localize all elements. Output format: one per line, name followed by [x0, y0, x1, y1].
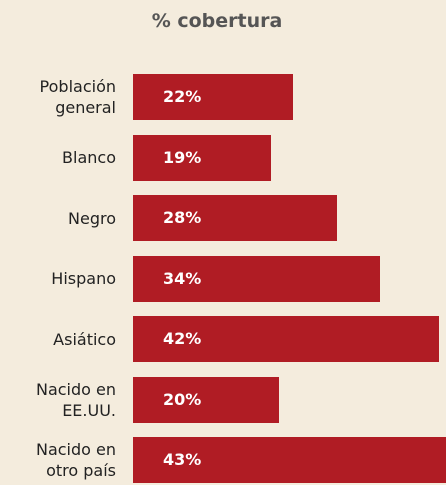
value-label: 34%	[163, 268, 202, 288]
value-label: 42%	[163, 329, 202, 348]
chart-title: % cobertura	[151, 10, 283, 32]
value-label: 28%	[163, 208, 202, 227]
value-label: 22%	[163, 87, 202, 106]
category-label: Blanco	[62, 148, 116, 167]
value-label: 43%	[163, 450, 202, 469]
category-label: Nacido en otro país	[35, 440, 116, 480]
value-label: 19%	[163, 147, 202, 167]
bar	[133, 437, 446, 483]
category-label: Nacido en EE.UU.	[35, 379, 116, 420]
bar	[133, 195, 337, 241]
bar	[133, 74, 294, 120]
bar	[133, 376, 279, 423]
category-label: Población general	[39, 77, 116, 117]
bar	[133, 316, 439, 362]
category-label: Asiático	[53, 329, 116, 349]
value-label: 20%	[163, 389, 202, 409]
category-label: Negro	[68, 208, 116, 228]
bar	[133, 255, 381, 302]
bar	[133, 134, 272, 181]
category-label: Hispano	[51, 269, 116, 288]
